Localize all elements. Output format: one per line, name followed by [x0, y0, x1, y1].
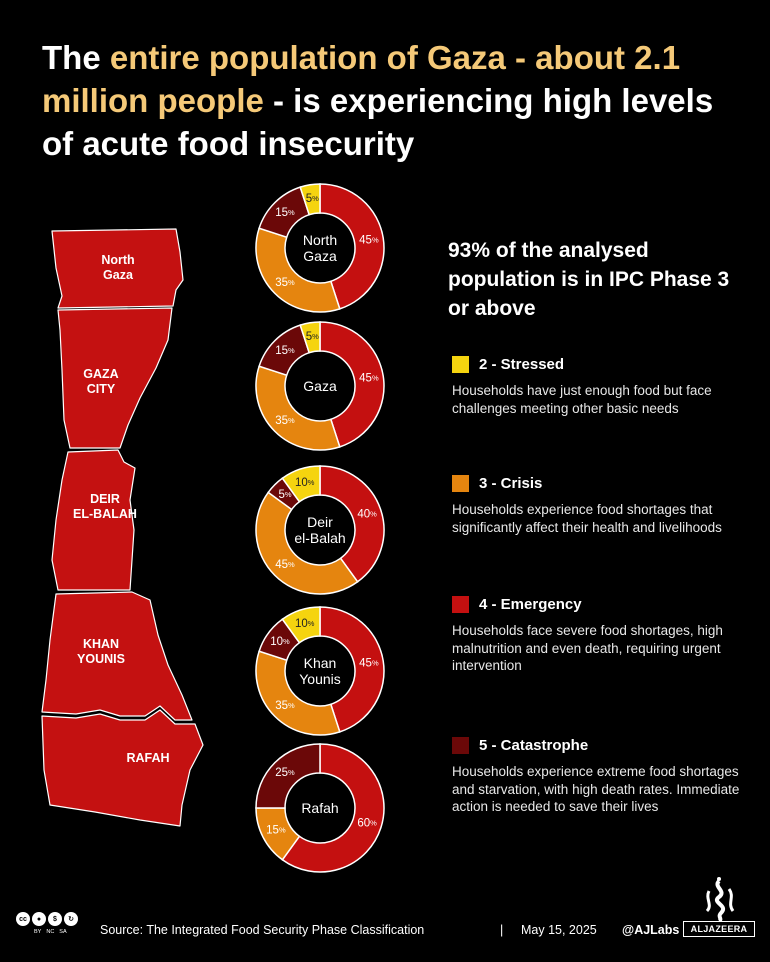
- donut-north-gaza: 45% 35% 15% 5% North Gaza: [255, 183, 385, 313]
- slice-label-catastrophe: 25%: [275, 767, 295, 779]
- legend-item-stressed: 2 - Stressed Households have just enough …: [452, 356, 742, 417]
- legend-swatch: [452, 356, 469, 373]
- slice-label-emergency: 45%: [359, 234, 379, 246]
- slice-label-catastrophe: 5%: [278, 489, 291, 501]
- slice-label-emergency: 45%: [359, 657, 379, 669]
- slice-crisis: [255, 227, 341, 313]
- page-title: The entire population of Gaza - about 2.…: [42, 39, 714, 162]
- slice-stressed: [299, 183, 321, 216]
- region-gaza-city: [57, 307, 173, 449]
- slice-emergency: [319, 606, 385, 733]
- title-highlight: entire population of Gaza - about 2.1 mi…: [42, 39, 681, 119]
- slice-label-crisis: 35%: [275, 415, 295, 427]
- footer-separator: |: [500, 923, 504, 937]
- publish-date: May 15, 2025: [521, 923, 597, 937]
- legend-label: 5 - Catastrophe: [479, 737, 589, 754]
- source-text: Source: The Integrated Food Security Pha…: [100, 923, 425, 937]
- legend-description: Households experience food shortages tha…: [452, 502, 722, 535]
- logo-wordmark: ALJAZEERA: [683, 921, 755, 937]
- slice-label-crisis: 35%: [275, 700, 295, 712]
- legend-heading: 2 - Stressed: [452, 356, 742, 373]
- map-regions: [41, 228, 204, 827]
- ajlabs-handle: @AJLabs: [622, 923, 680, 937]
- slice-label-catastrophe: 15%: [275, 345, 295, 357]
- donut-gaza: 45% 35% 15% 5% Gaza: [255, 321, 385, 451]
- legend-description: Households experience extreme food short…: [452, 764, 740, 814]
- legend-label: 2 - Stressed: [479, 356, 565, 373]
- donut-center-label: North Gaza: [303, 232, 337, 264]
- slice-label-emergency: 40%: [357, 509, 377, 521]
- slice-emergency: [319, 321, 385, 448]
- legend-swatch: [452, 737, 469, 754]
- donut-center-label: Rafah: [301, 800, 338, 816]
- legend-swatch: [452, 596, 469, 613]
- donut-rafah: 60% 15% 25% Rafah: [255, 743, 385, 873]
- legend-label: 3 - Crisis: [479, 475, 543, 492]
- slice-catastrophe: [255, 743, 321, 809]
- legend-item-catastrophe: 5 - Catastrophe Households experience ext…: [452, 737, 742, 816]
- legend-label: 4 - Emergency: [479, 596, 582, 613]
- region-deir-el-balah: [51, 449, 136, 591]
- slice-label-stressed: 10%: [295, 477, 315, 489]
- aljazeera-calligraphy-icon: [705, 877, 735, 923]
- region-north-gaza: [51, 228, 184, 309]
- map-label-gaza-city: GAZA CITY: [83, 367, 118, 396]
- donut-center-label: Gaza: [303, 378, 337, 394]
- slice-label-crisis: 35%: [275, 277, 295, 289]
- slice-crisis: [255, 650, 341, 736]
- slice-label-stressed: 10%: [295, 618, 315, 630]
- slice-stressed: [281, 606, 321, 644]
- slice-emergency: [319, 465, 385, 583]
- sa-icon: ↻: [64, 912, 78, 926]
- donut-khan-younis: 45% 35% 10% 10% Khan Younis: [255, 606, 385, 736]
- slice-crisis: [255, 491, 359, 595]
- slice-emergency: [319, 183, 385, 310]
- license-nc: NC: [46, 929, 55, 935]
- slice-crisis: [255, 365, 341, 451]
- slice-emergency: [281, 743, 385, 873]
- map-label-rafah: RAFAH: [126, 751, 169, 765]
- region-rafah: [41, 709, 204, 827]
- slice-label-emergency: 45%: [359, 372, 379, 384]
- map-label-north-gaza: North Gaza: [101, 253, 134, 282]
- slice-label-emergency: 60%: [357, 817, 377, 829]
- creative-commons-badge: cc ● $ ↻ BY NC SA: [16, 912, 86, 940]
- license-by: BY: [34, 929, 42, 935]
- slice-stressed: [299, 321, 321, 354]
- license-sa: SA: [59, 929, 67, 935]
- by-icon: ●: [32, 912, 46, 926]
- legend-heading: 4 - Emergency: [452, 596, 742, 613]
- slice-label-catastrophe: 15%: [275, 207, 295, 219]
- slice-label-stressed: 5%: [306, 331, 319, 343]
- legend-swatch: [452, 475, 469, 492]
- donut-center-label: Deir el-Balah: [294, 514, 345, 546]
- map-label-deir-el-balah: DEIR EL-BALAH: [73, 492, 137, 521]
- legend-item-emergency: 4 - Emergency Households face severe food…: [452, 596, 742, 675]
- slice-stressed: [281, 465, 321, 503]
- donut-center-label: Khan Younis: [299, 655, 341, 687]
- summary-text: 93% of the analysed population is in IPC…: [448, 239, 730, 320]
- slice-label-crisis: 45%: [275, 559, 295, 571]
- slice-label-stressed: 5%: [306, 193, 319, 205]
- legend-item-crisis: 3 - Crisis Households experience food sho…: [452, 475, 742, 536]
- nc-icon: $: [48, 912, 62, 926]
- legend-heading: 3 - Crisis: [452, 475, 742, 492]
- donut-deir-el-balah: 40% 45% 5% 10% Deir el-Balah: [255, 465, 385, 595]
- map-label-khan-younis: KHAN YOUNIS: [77, 637, 125, 666]
- legend-heading: 5 - Catastrophe: [452, 737, 742, 754]
- cc-icon: cc: [16, 912, 30, 926]
- footer: cc ● $ ↻ BY NC SA Source: The Integrated…: [0, 877, 770, 955]
- legend-description: Households face severe food shortages, h…: [452, 623, 723, 673]
- slice-label-crisis: 15%: [266, 825, 286, 837]
- aljazeera-logo: ALJAZEERA: [683, 877, 755, 939]
- region-khan-younis: [41, 591, 193, 721]
- legend-description: Households have just enough food but fac…: [452, 383, 712, 416]
- slice-label-catastrophe: 10%: [270, 636, 290, 648]
